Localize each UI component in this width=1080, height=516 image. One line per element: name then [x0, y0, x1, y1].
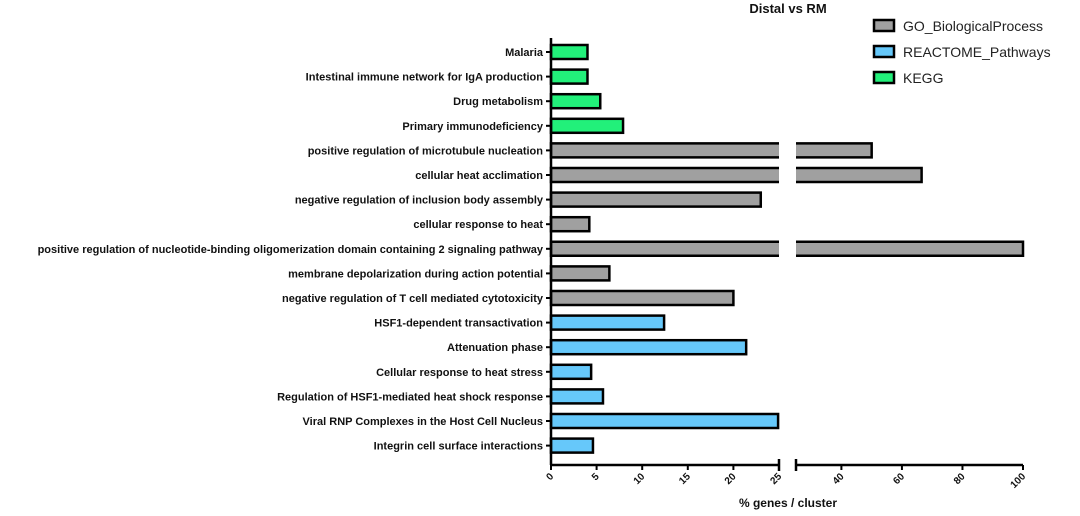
- category-label: Drug metabolism: [453, 96, 543, 108]
- x-tick-label: 20: [723, 471, 739, 487]
- legend-label: KEGG: [903, 70, 943, 86]
- category-label: cellular response to heat: [413, 219, 543, 231]
- legend-swatch: [872, 18, 896, 33]
- bar-segment-right: [796, 168, 922, 182]
- x-tick-label: 10: [632, 471, 648, 487]
- x-tick-label: 40: [831, 471, 847, 487]
- bar-broken: [549, 142, 873, 159]
- category-label: negative regulation of inclusion body as…: [295, 195, 544, 207]
- x-tick-label: 60: [891, 471, 907, 487]
- bar: [549, 314, 666, 331]
- bar-broken: [549, 240, 1025, 258]
- category-label: negative regulation of T cell mediated c…: [282, 293, 544, 305]
- bar: [549, 289, 735, 307]
- category-labels: Malaria Intestinal immune network for IgA…: [38, 47, 544, 453]
- bar: [549, 68, 589, 85]
- bar-segment-left: [551, 241, 779, 256]
- chart-title: Distal vs RM: [749, 1, 826, 16]
- category-label: HSF1-dependent transactivation: [374, 318, 543, 330]
- bar: [549, 92, 602, 110]
- x-tick-label: 5: [590, 471, 602, 483]
- bar-broken: [549, 166, 923, 184]
- legend-swatch: [872, 44, 896, 59]
- category-label: Cellular response to heat stress: [376, 367, 543, 379]
- category-label: membrane depolarization during action po…: [288, 268, 543, 280]
- legend-item: REACTOME_Pathways: [872, 44, 1051, 60]
- category-label: Integrin cell surface interactions: [374, 441, 543, 453]
- category-label: Regulation of HSF1-mediated heat shock r…: [277, 391, 543, 403]
- x-tick-label: 0: [544, 471, 556, 483]
- bar: [549, 191, 763, 208]
- category-label: positive regulation of microtubule nucle…: [308, 145, 544, 157]
- bar: [549, 43, 589, 61]
- bar: [549, 117, 625, 135]
- bar: [549, 437, 595, 454]
- bar: [549, 363, 593, 381]
- x-tick-label: 80: [952, 471, 968, 487]
- bar: [549, 412, 780, 430]
- x-tick-label: 15: [677, 471, 693, 487]
- bar-outline-right: [796, 142, 873, 159]
- category-label: Intestinal immune network for IgA produc…: [306, 72, 544, 84]
- bar: [549, 215, 591, 233]
- bar-outline-right: [796, 240, 1025, 258]
- category-label: positive regulation of nucleotide-bindin…: [38, 244, 544, 256]
- category-label: cellular heat acclimation: [415, 170, 543, 182]
- bar-segment-right: [796, 143, 872, 158]
- legend-label: REACTOME_Pathways: [903, 44, 1051, 60]
- bar-outline-right: [796, 166, 923, 184]
- bar-segment-right: [796, 241, 1023, 256]
- legend-swatch: [872, 70, 896, 85]
- category-label: Malaria: [505, 47, 544, 59]
- bars: [549, 43, 1025, 454]
- category-label: Viral RNP Complexes in the Host Cell Nuc…: [303, 416, 543, 428]
- bar: [549, 338, 748, 356]
- bar: [549, 265, 611, 282]
- bar-segment-left: [551, 143, 779, 158]
- legend-item: GO_BiologicalProcess: [872, 18, 1043, 34]
- legend-item: KEGG: [872, 70, 943, 86]
- legend-label: GO_BiologicalProcess: [903, 18, 1043, 34]
- legend: GO_BiologicalProcess REACTOME_Pathways KEG…: [872, 18, 1051, 86]
- bar-segment-left: [551, 168, 779, 182]
- x-tick-label: 100: [1009, 471, 1029, 491]
- category-label: Attenuation phase: [447, 342, 543, 354]
- category-label: Primary immunodeficiency: [402, 121, 543, 133]
- bar: [549, 388, 605, 405]
- x-axis-title: % genes / cluster: [739, 496, 837, 510]
- x-tick-label: 25: [768, 471, 784, 487]
